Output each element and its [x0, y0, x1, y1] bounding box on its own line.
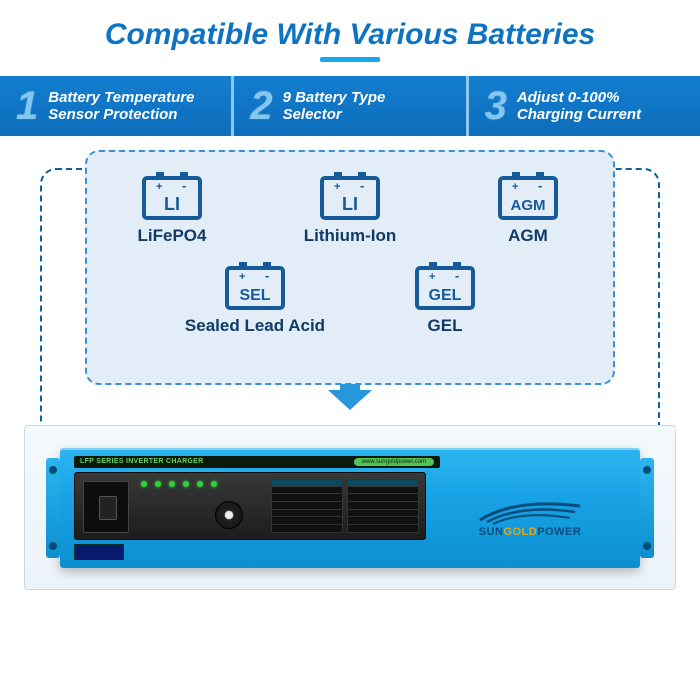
brand-prefix: SUN [479, 526, 504, 538]
battery-sealed-lead-acid: + - SEL Sealed Lead Acid [200, 260, 310, 336]
lcd-display-icon [74, 544, 124, 560]
inverter-illustration: LFP SERIES INVERTER CHARGER www.sungoldp… [60, 448, 640, 568]
svg-text:+: + [156, 181, 162, 193]
svg-text:+: + [429, 271, 435, 283]
feature-line1: 9 Battery Type [283, 89, 386, 106]
battery-label: LiFePO4 [138, 226, 207, 246]
svg-text:-: - [360, 178, 364, 193]
product-series-label: LFP SERIES INVERTER CHARGER [80, 458, 204, 465]
mount-flange-right [640, 458, 654, 558]
led-indicator-row [141, 481, 217, 487]
svg-text:-: - [455, 268, 459, 283]
svg-text:LI: LI [342, 194, 358, 214]
battery-icon: + - AGM [496, 170, 560, 220]
battery-row-2: + - SEL Sealed Lead Acid + - GEL GEL [97, 260, 603, 336]
feature-number: 2 [250, 86, 272, 126]
feature-text: 9 Battery Type Selector [283, 89, 386, 124]
spec-tables [271, 479, 419, 533]
feature-bar: 1 Battery Temperature Sensor Protection … [0, 76, 700, 136]
svg-text:LI: LI [164, 194, 180, 214]
brand-wordmark: SUNGOLDPOWER [479, 526, 582, 538]
brand-highlight: GOLD [503, 526, 537, 538]
battery-agm: + - AGM AGM [473, 170, 583, 246]
product-card: LFP SERIES INVERTER CHARGER www.sungoldp… [24, 425, 676, 590]
svg-text:+: + [512, 181, 518, 193]
feature-item-2: 2 9 Battery Type Selector [231, 76, 465, 136]
feature-text: Battery Temperature Sensor Protection [48, 89, 194, 124]
svg-text:AGM: AGM [511, 197, 546, 214]
feature-line1: Adjust 0-100% [517, 89, 641, 106]
feature-number: 3 [485, 86, 507, 126]
battery-icon: + - LI [140, 170, 204, 220]
svg-text:-: - [265, 268, 269, 283]
battery-row-1: + - LI LiFePO4 + - LI Lithium-Ion [97, 170, 603, 246]
mount-flange-left [46, 458, 60, 558]
battery-icon: + - LI [318, 170, 382, 220]
title-underline [320, 57, 380, 62]
power-switch-icon [83, 481, 129, 533]
down-arrow-icon [328, 390, 372, 410]
battery-label: Lithium-Ion [304, 226, 397, 246]
battery-icon: + - SEL [223, 260, 287, 310]
battery-type-panel: + - LI LiFePO4 + - LI Lithium-Ion [85, 150, 615, 385]
battery-label: Sealed Lead Acid [185, 316, 325, 336]
feature-line2: Charging Current [517, 106, 641, 123]
brand-suffix: POWER [537, 526, 581, 538]
page-title: Compatible With Various Batteries [10, 18, 690, 52]
svg-text:+: + [334, 181, 340, 193]
header: Compatible With Various Batteries [0, 0, 700, 70]
adjust-dial-icon [215, 501, 243, 529]
feature-item-3: 3 Adjust 0-100% Charging Current [466, 76, 700, 136]
product-url-badge: www.sungoldpower.com [354, 458, 434, 466]
feature-line2: Selector [283, 106, 386, 123]
battery-lifepo4: + - LI LiFePO4 [117, 170, 227, 246]
battery-gel: + - GEL GEL [390, 260, 500, 336]
feature-text: Adjust 0-100% Charging Current [517, 89, 641, 124]
product-top-strip: LFP SERIES INVERTER CHARGER www.sungoldp… [74, 456, 440, 468]
battery-lithium-ion: + - LI Lithium-Ion [295, 170, 405, 246]
control-panel [74, 472, 426, 540]
battery-icon: + - GEL [413, 260, 477, 310]
svg-text:-: - [182, 178, 186, 193]
diagram-area: + - LI LiFePO4 + - LI Lithium-Ion [20, 150, 680, 660]
feature-item-1: 1 Battery Temperature Sensor Protection [0, 76, 231, 136]
feature-line1: Battery Temperature [48, 89, 194, 106]
brand-logo: SUNGOLDPOWER [450, 490, 610, 545]
svg-text:-: - [538, 178, 542, 193]
feature-line2: Sensor Protection [48, 106, 194, 123]
svg-text:GEL: GEL [429, 287, 462, 304]
feature-number: 1 [16, 86, 38, 126]
battery-label: AGM [508, 226, 548, 246]
svg-text:SEL: SEL [239, 287, 270, 304]
battery-label: GEL [428, 316, 463, 336]
svg-text:+: + [239, 271, 245, 283]
brand-swoosh-icon [475, 496, 585, 526]
